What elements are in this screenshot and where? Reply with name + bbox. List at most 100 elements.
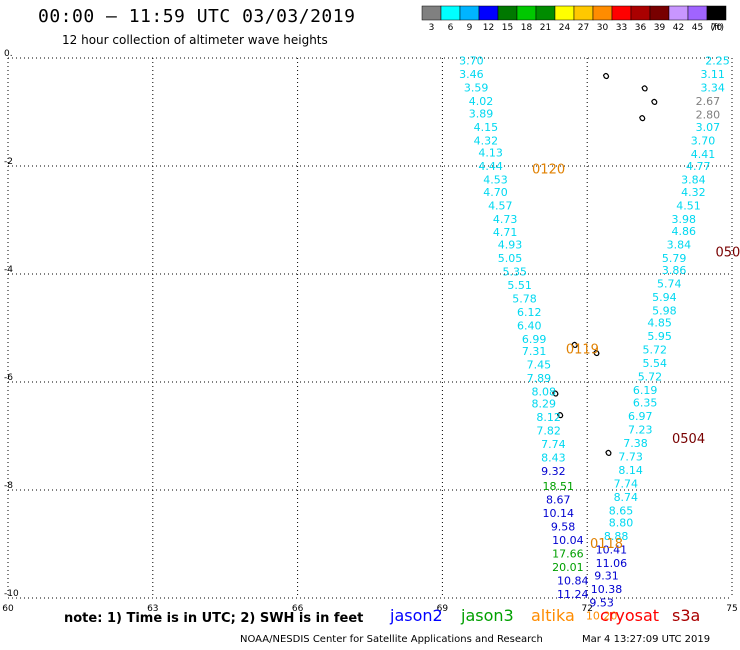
colorbar-swatch	[668, 5, 689, 21]
wave-height-value: 10.41	[596, 543, 628, 556]
wave-height-value: 7.45	[527, 359, 552, 372]
wave-height-value: 10.14	[542, 507, 574, 520]
colorbar-label: 24	[559, 23, 571, 33]
wave-height-value: 6.35	[633, 397, 658, 410]
axis-ticks: 60 63 66 69 72 75 0. -2 -4 -6 -8 -10	[2, 49, 737, 614]
wave-height-value: 4.73	[493, 213, 518, 226]
island-outline	[552, 390, 559, 397]
mission-jason3: jason3	[461, 606, 514, 625]
chart-title: 00:00 – 11:59 UTC 03/03/2019	[38, 6, 356, 27]
wave-height-value: 3.11	[700, 68, 725, 81]
pass-time-label: 0118	[590, 537, 623, 552]
wave-height-value: 7.89	[527, 372, 552, 385]
wave-height-value: 5.78	[512, 292, 537, 305]
wave-height-value: 3.84	[681, 174, 706, 187]
y-tick-label: -2	[4, 157, 13, 167]
wave-height-value: 4.41	[691, 148, 716, 161]
wave-height-value: 9.58	[551, 521, 576, 534]
wave-height-value: 10.04	[552, 534, 584, 547]
colorbar-label: 9	[467, 23, 473, 33]
wave-height-value: 8.65	[609, 505, 634, 518]
colorbar-label: 6	[448, 23, 454, 33]
wave-height-value: 4.53	[483, 174, 508, 187]
wave-height-value: 11.06	[596, 557, 628, 570]
wave-height-value: 6.12	[517, 306, 542, 319]
colorbar-swatch	[516, 5, 537, 21]
x-tick-label: 72	[581, 604, 592, 614]
wave-height-value: 10.84	[557, 575, 589, 588]
wave-height-value: 4.70	[483, 186, 508, 199]
wave-height-value: 18.51	[542, 480, 574, 493]
wave-height-value: 2.80	[696, 109, 721, 122]
colorbar-label: 36	[635, 23, 647, 33]
generated-timestamp: Mar 4 13:27:09 UTC 2019	[582, 634, 711, 645]
wave-height-value: 3.89	[469, 108, 494, 121]
colorbar-swatch	[611, 5, 632, 21]
wave-height-value: 3.84	[667, 238, 692, 251]
x-tick-label: 66	[292, 604, 304, 614]
wave-height-value: 10.20	[586, 609, 618, 622]
wave-height-value: 4.02	[469, 95, 494, 108]
colorbar-swatch	[440, 5, 461, 21]
colorbar-label: 27	[578, 23, 589, 33]
wave-height-value: 4.32	[681, 186, 706, 199]
wave-height-value: 3.86	[662, 264, 687, 277]
colorbar-label: 42	[673, 23, 684, 33]
island-outline	[605, 449, 612, 456]
wave-height-value: 3.70	[459, 55, 484, 68]
wave-height-tracks: 3.703.463.594.023.894.154.324.134.444.53…	[459, 55, 730, 623]
mission-jason2: jason2	[390, 606, 443, 625]
mission-s3a: s3a	[672, 606, 701, 625]
wave-height-value: 8.29	[532, 398, 557, 411]
wave-height-value: 7.74	[541, 438, 566, 451]
colorbar-label: 39	[654, 23, 666, 33]
colorbar-swatch	[706, 5, 727, 21]
wave-height-value: 3.59	[464, 82, 489, 95]
wave-height-value: 17.66	[552, 548, 584, 561]
wave-height-value: 10.38	[591, 583, 623, 596]
colorbar-label: 3	[429, 23, 435, 33]
y-tick-label: -8	[4, 481, 13, 491]
colorbar-swatch	[573, 5, 594, 21]
colorbar-legend: 3 6 9 12 15 18 21 24 27 30 33 36 39 42 45 70(ft)	[421, 5, 727, 33]
wave-height-value: 11.24	[557, 588, 589, 601]
wave-height-value: 5.54	[643, 357, 668, 370]
colorbar-label: 15	[502, 23, 513, 33]
wave-height-value: 4.86	[671, 225, 696, 238]
wave-height-value: 3.98	[671, 213, 696, 226]
wave-height-value: 4.93	[498, 238, 523, 251]
colorbar-label: 33	[616, 23, 627, 33]
wave-height-value: 3.70	[691, 135, 716, 148]
wave-height-value: 4.51	[676, 199, 701, 212]
colorbar-label: 18	[521, 23, 533, 33]
pass-time-label: 0503	[715, 245, 740, 260]
x-tick-label: 75	[726, 604, 737, 614]
wave-height-value: 9.53	[589, 596, 614, 609]
wave-height-value: 5.05	[498, 252, 523, 265]
island-outline	[557, 412, 564, 419]
wave-height-value: 4.44	[478, 160, 503, 173]
wave-height-value: 3.07	[696, 121, 721, 134]
colorbar-swatch	[649, 5, 670, 21]
colorbar-swatch	[421, 5, 442, 21]
colorbar-swatch	[630, 5, 651, 21]
colorbar-label: 70	[711, 23, 723, 33]
wave-height-value: 4.15	[474, 121, 499, 134]
colorbar-swatch	[687, 5, 708, 21]
wave-height-value: 20.01	[552, 561, 584, 574]
colorbar-swatch	[497, 5, 518, 21]
pass-time-label: 0504	[672, 432, 705, 447]
footer-note: note: 1) Time is in UTC; 2) SWH is in fe…	[64, 611, 364, 626]
wave-height-value: 5.98	[652, 305, 677, 318]
island-outline	[641, 85, 648, 92]
wave-height-value: 4.77	[686, 160, 711, 173]
wave-height-value: 4.57	[488, 199, 513, 212]
wave-height-value: 2.25	[705, 55, 730, 68]
island-outline	[639, 115, 646, 122]
y-tick-label: -10	[4, 589, 19, 599]
wave-height-value: 5.72	[638, 371, 663, 384]
wave-height-value: 8.67	[546, 494, 571, 507]
chart-subtitle: 12 hour collection of altimeter wave hei…	[62, 33, 328, 47]
wave-height-value: 7.73	[618, 451, 643, 464]
